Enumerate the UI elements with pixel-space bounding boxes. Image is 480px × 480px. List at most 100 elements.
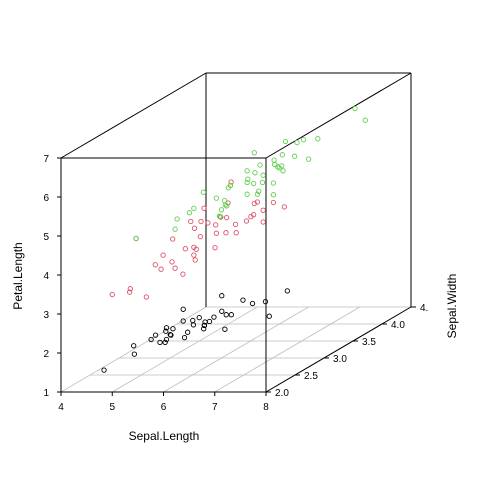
bounding-box (60, 72, 412, 393)
data-point-series-2 (254, 199, 261, 205)
data-point-series-3 (270, 180, 277, 186)
data-point-series-3 (259, 179, 266, 186)
data-point-series-2 (170, 236, 176, 242)
box-edge (60, 72, 207, 159)
data-point-series-2 (197, 233, 203, 240)
data-point-series-3 (256, 188, 262, 194)
data-point-series-2 (169, 259, 175, 265)
data-point-series-2 (270, 199, 277, 206)
data-point-series-3 (251, 150, 257, 156)
data-point-series-2 (243, 218, 250, 224)
data-point-series-2 (281, 204, 287, 210)
z-tick-label: 5 (43, 232, 49, 243)
data-point-series-1 (222, 326, 228, 332)
y-tick-label: 2.0 (275, 388, 289, 399)
data-point-series-3 (250, 180, 257, 187)
data-point-series-2 (248, 213, 254, 220)
data-point-series-3 (244, 179, 250, 186)
data-point-series-3 (252, 170, 258, 176)
data-point-series-1 (223, 312, 229, 318)
floor-grid (60, 306, 412, 393)
data-point-series-1 (211, 314, 217, 320)
data-point-series-3 (217, 213, 223, 220)
data-point-series-2 (201, 205, 207, 211)
data-point-series-1 (228, 312, 235, 318)
data-point-series-2 (191, 225, 198, 231)
data-point-series-2 (191, 252, 197, 258)
y-tick-label: 4. (420, 303, 428, 314)
data-point-series-1 (190, 322, 197, 328)
grid-line-x (214, 306, 360, 393)
data-point-series-1 (180, 306, 186, 312)
data-point-series-1 (201, 326, 207, 332)
data-point-series-2 (223, 230, 229, 236)
data-point-series-2 (260, 219, 266, 225)
data-point-series-1 (163, 325, 170, 331)
axis-ticks: 4 5 6 7 8 2.0 2.5 3.0 3.5 4.0 4. 1 2 3 4 5 6 7 (43, 154, 428, 413)
data-point-series-3 (362, 117, 368, 123)
data-point-series-1 (157, 339, 163, 346)
data-point-series-2 (126, 289, 133, 295)
data-point-series-3 (133, 235, 139, 242)
data-point-series-3 (270, 192, 277, 198)
data-point-series-1 (148, 336, 154, 343)
data-point-series-2 (188, 218, 194, 225)
data-point-series-3 (221, 197, 228, 204)
z-tick-label: 1 (43, 388, 49, 399)
data-point-series-1 (219, 308, 225, 314)
data-point-series-2 (143, 294, 150, 300)
data-point-series-2 (109, 291, 115, 298)
box-edge (265, 72, 412, 159)
y-axis-title: Sepal.Width (445, 274, 459, 339)
z-tick-label: 2 (43, 349, 49, 360)
data-point-series-2 (152, 262, 158, 268)
data-point-series-3 (352, 105, 358, 112)
data-point-series-1 (162, 339, 168, 346)
data-point-series-3 (305, 156, 312, 162)
data-point-series-3 (279, 152, 285, 158)
data-point-series-3 (272, 161, 278, 168)
grid-line-x (112, 306, 258, 393)
data-point-series-2 (228, 179, 234, 185)
data-point-series-3 (294, 139, 300, 146)
data-point-series-3 (257, 162, 263, 168)
y-tick-label: 2.5 (304, 371, 318, 382)
data-point-series-2 (205, 220, 211, 226)
data-point-series-3 (244, 191, 250, 197)
z-tick-label: 3 (43, 310, 49, 321)
x-tick-label: 6 (161, 402, 167, 413)
x-tick-label: 4 (58, 402, 64, 413)
data-point-series-2 (233, 230, 239, 236)
x-tick-label: 5 (109, 402, 115, 413)
data-point-series-1 (196, 314, 202, 321)
data-point-series-2 (172, 265, 178, 271)
data-point-series-1 (131, 343, 137, 349)
data-point-series-3 (213, 195, 220, 201)
z-tick-label: 6 (43, 193, 49, 204)
z-tick-label: 7 (43, 154, 49, 165)
x-axis-title: Sepal.Length (129, 429, 200, 443)
data-point-series-2 (212, 245, 218, 251)
data-point-series-2 (251, 200, 257, 207)
data-point-series-2 (193, 246, 199, 252)
data-point-series-3 (223, 203, 230, 209)
data-point-series-1 (240, 297, 246, 303)
data-point-series-3 (200, 189, 207, 195)
data-point-series-2 (127, 286, 133, 292)
data-point-series-1 (201, 322, 208, 329)
data-point-series-2 (232, 221, 239, 228)
data-point-series-2 (160, 252, 166, 258)
x-tick-label: 8 (263, 402, 269, 413)
data-point-series-3 (300, 136, 307, 143)
data-point-series-1 (184, 329, 191, 335)
data-point-series-1 (180, 318, 186, 324)
data-point-series-1 (219, 293, 225, 299)
data-point-series-2 (192, 257, 198, 263)
data-point-series-1 (190, 317, 196, 324)
data-point-series-1 (284, 288, 290, 294)
data-point-series-3 (315, 136, 321, 142)
data-point-series-1 (101, 367, 107, 373)
box-edge (265, 306, 412, 393)
